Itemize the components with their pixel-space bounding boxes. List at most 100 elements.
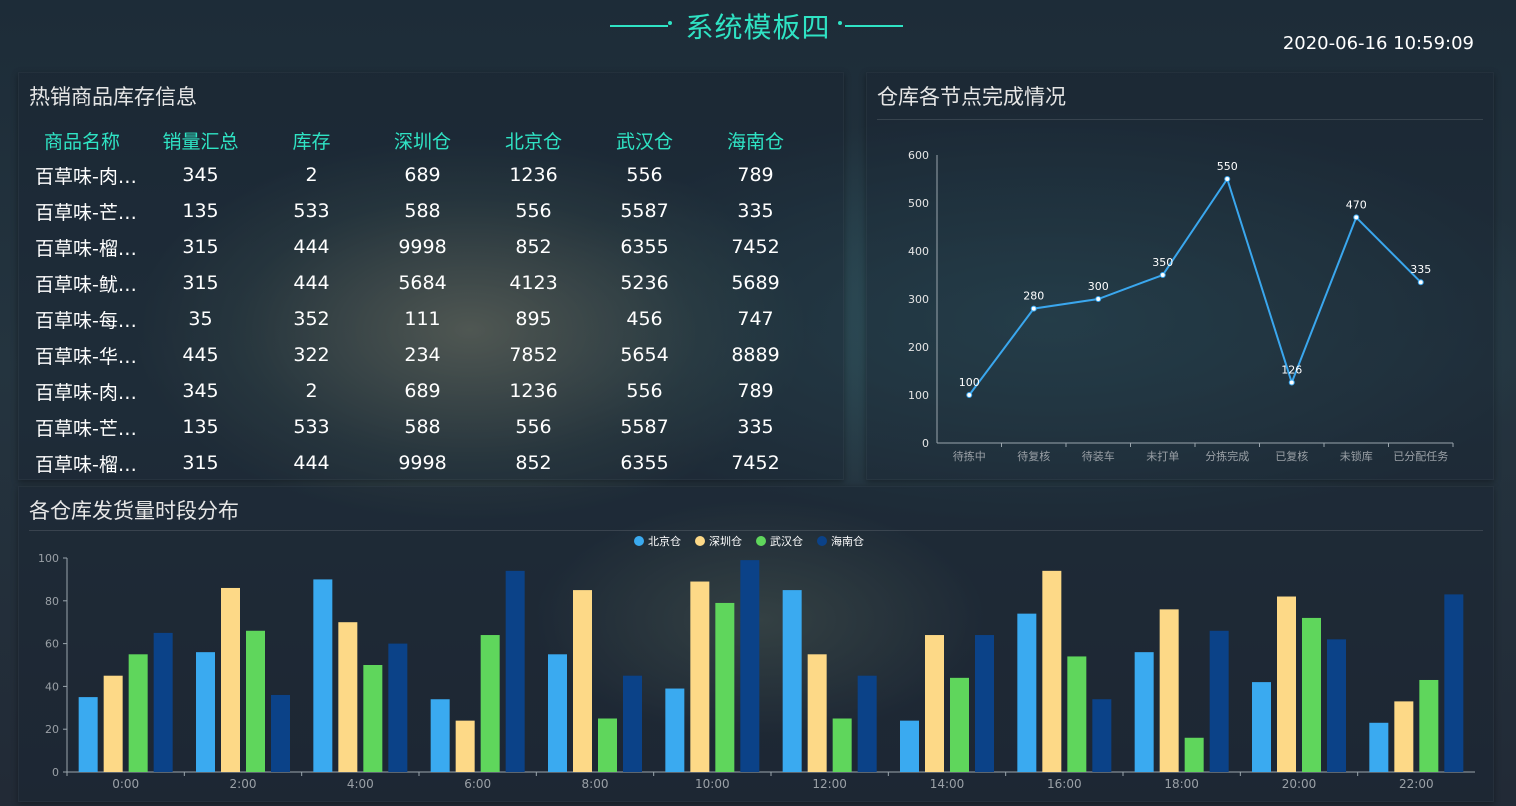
x-tick-label: 22:00	[1399, 777, 1434, 791]
legend-label: 武汉仓	[770, 534, 803, 548]
table-cell: 35	[145, 301, 256, 337]
table-cell: 747	[700, 301, 811, 337]
table-row: 百草味-芒… 135 533 588 556 5587 335	[19, 409, 811, 445]
distribution-panel: 各仓库发货量时段分布 北京仓 深圳仓 武汉仓 海南仓 0 20 40 60 80 100 0:00 2…	[18, 486, 1494, 802]
bar	[975, 635, 994, 772]
table-cell: 444	[256, 445, 367, 481]
bar	[623, 676, 642, 772]
x-tick-label: 18:00	[1164, 777, 1199, 791]
bar	[598, 719, 617, 773]
bar	[79, 697, 98, 772]
table-cell: 895	[478, 301, 589, 337]
product-name-cell: 百草味-肉…	[19, 373, 145, 409]
column-header: 深圳仓	[367, 123, 478, 157]
table-cell: 6355	[589, 445, 700, 481]
bar	[900, 721, 919, 772]
bar	[1444, 594, 1463, 772]
y-tick-label: 60	[45, 638, 59, 651]
bar	[665, 689, 684, 772]
bar	[1092, 699, 1111, 772]
bar	[1042, 571, 1061, 772]
y-tick-label: 0	[922, 437, 929, 450]
table-row: 百草味-每… 35 352 111 895 456 747	[19, 301, 811, 337]
table-cell: 4123	[478, 265, 589, 301]
y-tick-label: 500	[908, 197, 929, 210]
bar	[1327, 639, 1346, 772]
data-point	[1225, 177, 1230, 182]
product-name-cell: 百草味-榴…	[19, 229, 145, 265]
table-cell: 444	[256, 265, 367, 301]
column-header: 商品名称	[19, 123, 145, 157]
table-cell: 135	[145, 193, 256, 229]
x-tick-label: 2:00	[230, 777, 257, 791]
table-cell: 315	[145, 445, 256, 481]
table-cell: 789	[700, 157, 811, 193]
table-cell: 456	[589, 301, 700, 337]
table-cell: 5684	[367, 265, 478, 301]
column-header: 武汉仓	[589, 123, 700, 157]
legend-label: 北京仓	[648, 534, 681, 548]
table-cell: 1236	[478, 373, 589, 409]
table-cell: 111	[367, 301, 478, 337]
table-cell: 7452	[700, 229, 811, 265]
table-cell: 5236	[589, 265, 700, 301]
table-cell: 7852	[478, 337, 589, 373]
data-point	[1289, 380, 1294, 385]
data-point	[1031, 306, 1036, 311]
y-tick-label: 100	[908, 389, 929, 402]
column-header: 库存	[256, 123, 367, 157]
bar	[388, 644, 407, 772]
progress-line-chart: 0 100 200 300 400 500 600 待拣中 待复核 待装车 未打单 分拣完成 已复核 未锁…	[867, 73, 1493, 479]
legend-swatch	[756, 536, 766, 546]
x-tick-label: 20:00	[1282, 777, 1317, 791]
bar	[1252, 682, 1271, 772]
table-cell: 352	[256, 301, 367, 337]
bar	[1369, 723, 1388, 772]
bar	[573, 590, 592, 772]
table-cell: 5587	[589, 409, 700, 445]
data-point	[967, 393, 972, 398]
bar	[950, 678, 969, 772]
table-row: 百草味-鱿… 315 444 5684 4123 5236 5689	[19, 265, 811, 301]
x-tick-label: 分拣完成	[1205, 449, 1249, 463]
y-tick-label: 20	[45, 723, 59, 736]
table-cell: 345	[145, 373, 256, 409]
bar	[1277, 597, 1296, 772]
bar	[1067, 656, 1086, 772]
x-tick-label: 12:00	[812, 777, 847, 791]
x-tick-label: 6:00	[464, 777, 491, 791]
x-tick-label: 0:00	[112, 777, 139, 791]
y-tick-label: 400	[908, 245, 929, 258]
product-name-cell: 百草味-华…	[19, 337, 145, 373]
bar	[338, 622, 357, 772]
legend-label: 海南仓	[831, 534, 864, 548]
table-cell: 2	[256, 373, 367, 409]
bar	[506, 571, 525, 772]
table-row: 百草味-华… 445 322 234 7852 5654 8889	[19, 337, 811, 373]
table-cell: 556	[478, 193, 589, 229]
bar	[1135, 652, 1154, 772]
x-tick-label: 未锁库	[1340, 449, 1373, 463]
table-cell: 335	[700, 409, 811, 445]
table-cell: 445	[145, 337, 256, 373]
x-tick-label: 未打单	[1146, 449, 1179, 463]
table-cell: 533	[256, 409, 367, 445]
legend-swatch	[634, 536, 644, 546]
bar	[221, 588, 240, 772]
bar	[808, 654, 827, 772]
table-cell: 7452	[700, 445, 811, 481]
table-cell: 689	[367, 157, 478, 193]
product-name-cell: 百草味-芒…	[19, 193, 145, 229]
y-tick-label: 80	[45, 595, 59, 608]
bar	[858, 676, 877, 772]
bar	[715, 603, 734, 772]
bar	[925, 635, 944, 772]
table-cell: 6355	[589, 229, 700, 265]
bar	[456, 721, 475, 772]
x-tick-label: 待装车	[1082, 449, 1115, 463]
table-cell: 2	[256, 157, 367, 193]
bar	[833, 719, 852, 773]
table-cell: 444	[256, 229, 367, 265]
data-label: 550	[1217, 160, 1238, 173]
x-tick-label: 16:00	[1047, 777, 1082, 791]
